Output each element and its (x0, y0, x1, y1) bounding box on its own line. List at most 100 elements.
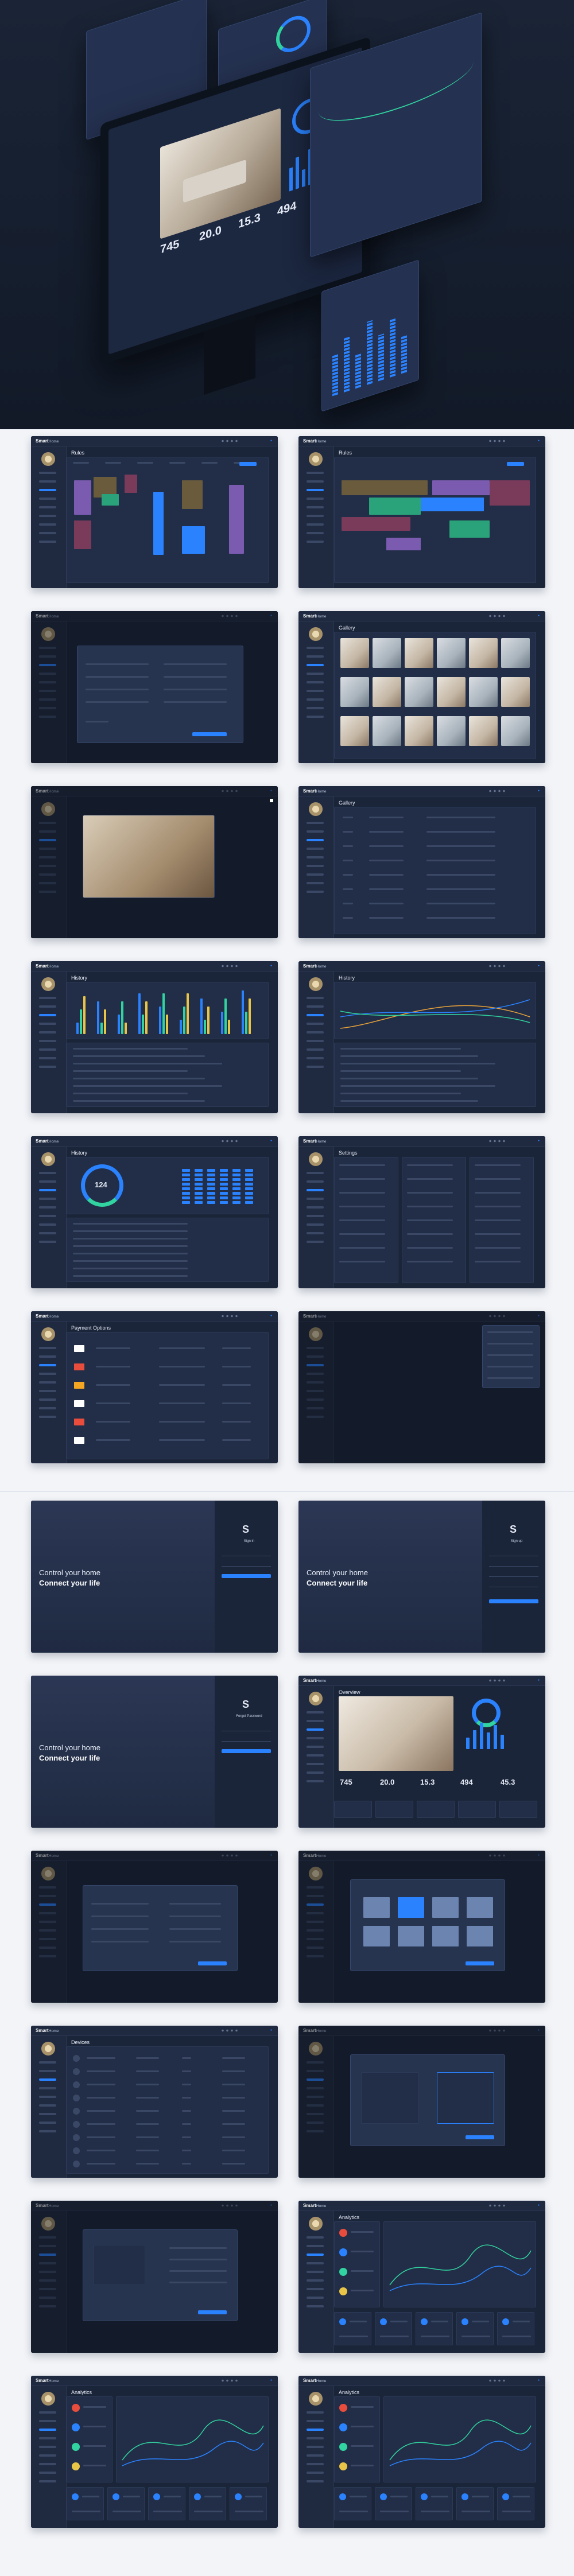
chart-bar[interactable] (138, 993, 141, 1034)
sidebar-item[interactable] (39, 839, 56, 841)
sidebar-item[interactable] (307, 2078, 324, 2081)
device-icon[interactable] (72, 2404, 80, 2412)
sidebar-item[interactable] (307, 2279, 324, 2282)
sidebar-item[interactable] (307, 882, 324, 884)
sidebar-item[interactable] (39, 506, 56, 508)
rule-block[interactable] (229, 485, 244, 554)
sidebar-item[interactable] (39, 2472, 56, 2474)
sidebar-item[interactable] (307, 707, 324, 709)
save-button[interactable] (198, 1961, 227, 1965)
sidebar-item[interactable] (307, 2096, 324, 2098)
sidebar-item[interactable] (39, 1241, 56, 1243)
room-camera-image[interactable] (339, 1696, 453, 1771)
chart-bar[interactable] (224, 998, 227, 1034)
sidebar-item[interactable] (39, 1023, 56, 1025)
chart-bar[interactable] (97, 1001, 99, 1034)
user-menu-icon[interactable]: ● (270, 964, 272, 968)
sidebar-item[interactable] (307, 839, 324, 841)
sidebar-item[interactable] (39, 716, 56, 718)
sidebar-item[interactable] (307, 673, 324, 675)
level-segment[interactable] (220, 1192, 228, 1195)
level-segment[interactable] (245, 1178, 253, 1181)
input-field[interactable] (489, 1573, 538, 1577)
chart-bar[interactable] (142, 1015, 144, 1034)
sidebar-item[interactable] (307, 2113, 324, 2115)
user-menu-icon[interactable]: ● (270, 2204, 272, 2207)
level-segment[interactable] (232, 1174, 241, 1176)
sidebar-item[interactable] (39, 541, 56, 543)
sidebar-item[interactable] (307, 515, 324, 517)
sidebar-item[interactable] (307, 2245, 324, 2247)
level-segment[interactable] (220, 1196, 228, 1199)
chart-bar[interactable] (166, 1015, 168, 1034)
sidebar-item[interactable] (39, 1886, 56, 1889)
sidebar-item[interactable] (39, 2096, 56, 2098)
input-field[interactable] (222, 1727, 271, 1731)
sidebar-item[interactable] (307, 2070, 324, 2072)
gallery-thumbnail[interactable] (373, 677, 401, 707)
sidebar-item[interactable] (307, 1746, 324, 1748)
rule-block[interactable] (342, 480, 428, 495)
sidebar-item[interactable] (307, 2411, 324, 2414)
sidebar-item[interactable] (307, 1066, 324, 1068)
add-rule-button[interactable] (507, 462, 524, 466)
gallery-thumbnail[interactable] (405, 716, 433, 746)
avatar[interactable] (41, 452, 55, 466)
sidebar-item[interactable] (307, 1398, 324, 1401)
avatar[interactable] (309, 1692, 323, 1705)
sidebar-item[interactable] (307, 532, 324, 534)
sidebar-item[interactable] (307, 1955, 324, 1957)
level-segment[interactable] (232, 1178, 241, 1181)
level-segment[interactable] (195, 1196, 203, 1199)
sidebar-item[interactable] (307, 655, 324, 658)
sidebar-item[interactable] (307, 2446, 324, 2448)
chart-bar[interactable] (100, 1023, 103, 1034)
gallery-thumbnail[interactable] (437, 716, 466, 746)
sidebar-item[interactable] (307, 541, 324, 543)
sidebar-item[interactable] (307, 1728, 324, 1731)
sidebar-item[interactable] (39, 1198, 56, 1200)
user-menu-icon[interactable]: ● (270, 1854, 272, 1857)
level-segment[interactable] (182, 1192, 190, 1195)
user-menu-icon[interactable]: ● (537, 614, 540, 617)
sidebar-item[interactable] (39, 1903, 56, 1906)
sidebar-item[interactable] (307, 1040, 324, 1042)
sidebar-item[interactable] (307, 1416, 324, 1418)
sidebar-item[interactable] (307, 681, 324, 683)
sidebar-item[interactable] (39, 856, 56, 858)
sidebar-item[interactable] (39, 2262, 56, 2264)
rule-block[interactable] (125, 475, 137, 493)
sidebar-item[interactable] (307, 1355, 324, 1358)
level-segment[interactable] (182, 1187, 190, 1190)
device-icon[interactable] (339, 2248, 347, 2256)
avatar[interactable] (309, 977, 323, 991)
level-segment[interactable] (220, 1174, 228, 1176)
notification-icons[interactable] (220, 790, 238, 792)
gallery-thumbnail[interactable] (373, 716, 401, 746)
chart-bar[interactable] (221, 1012, 223, 1034)
device-icon[interactable] (339, 2443, 347, 2451)
user-menu-icon[interactable]: ● (270, 2029, 272, 2032)
chart-bar[interactable] (494, 1725, 497, 1749)
sidebar-item[interactable] (39, 1057, 56, 1059)
user-menu-icon[interactable]: ● (270, 439, 272, 442)
chart-bar[interactable] (180, 1020, 182, 1034)
level-segment[interactable] (182, 1201, 190, 1204)
chart-bar[interactable] (473, 1730, 476, 1749)
rule-block[interactable] (432, 480, 490, 495)
rule-block[interactable] (421, 498, 484, 511)
sidebar-item[interactable] (39, 2297, 56, 2299)
sidebar-item[interactable] (39, 1355, 56, 1358)
sidebar-item[interactable] (39, 647, 56, 649)
sidebar-item[interactable] (307, 873, 324, 876)
sidebar-item[interactable] (39, 1215, 56, 1217)
sidebar-item[interactable] (307, 2236, 324, 2239)
notification-icons[interactable] (220, 2029, 238, 2032)
sidebar-item[interactable] (307, 1215, 324, 1217)
level-segment[interactable] (207, 1187, 215, 1190)
rule-block[interactable] (386, 538, 421, 550)
gallery-thumbnail[interactable] (340, 677, 369, 707)
avatar[interactable] (309, 1867, 323, 1880)
chart-bar[interactable] (83, 996, 86, 1034)
sidebar-item[interactable] (39, 1040, 56, 1042)
